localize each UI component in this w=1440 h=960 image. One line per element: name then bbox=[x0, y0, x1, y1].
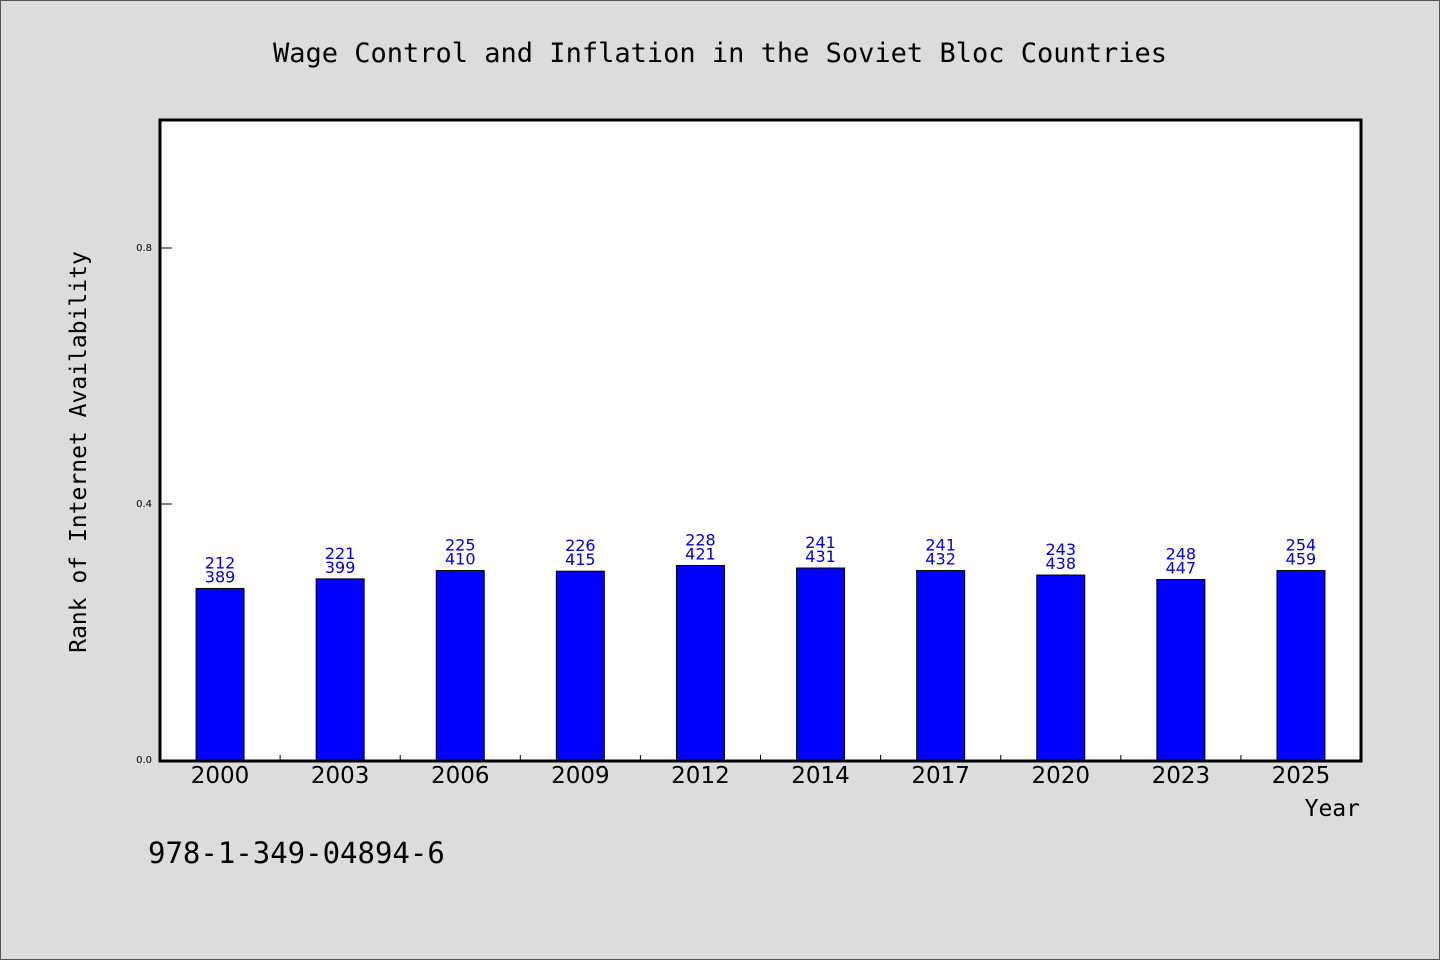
data-label-top-2020: 243 bbox=[1045, 540, 1076, 559]
x-tick-label-2025: 2025 bbox=[1272, 763, 1331, 789]
x-tick-label-2023: 2023 bbox=[1152, 763, 1211, 789]
bar-2003 bbox=[315, 578, 365, 761]
bar-2023 bbox=[1156, 579, 1206, 761]
y-tick-label-0.8: 0.8 bbox=[136, 243, 152, 254]
bar-2025 bbox=[1276, 570, 1326, 761]
data-label-top-2006: 225 bbox=[445, 536, 476, 555]
x-axis-label: Year bbox=[1305, 796, 1360, 822]
bar-2006 bbox=[435, 570, 485, 761]
data-label-bottom-2023: 447 bbox=[1166, 559, 1197, 578]
isbn-text: 978-1-349-04894-6 bbox=[148, 836, 445, 870]
x-tick-label-2014: 2014 bbox=[791, 763, 850, 789]
data-label-top-2023: 248 bbox=[1166, 545, 1197, 564]
bar-2012 bbox=[675, 564, 725, 761]
data-label-bottom-2009: 415 bbox=[565, 550, 596, 569]
y-tick-label-0.0: 0.0 bbox=[136, 755, 152, 766]
y-axis-label: Rank of Internet Availability bbox=[66, 251, 92, 653]
data-label-top-2025: 254 bbox=[1286, 536, 1317, 555]
data-label-bottom-2006: 410 bbox=[445, 550, 476, 569]
data-label-top-2014: 241 bbox=[805, 533, 836, 552]
bar-2000 bbox=[195, 587, 245, 761]
chart-title: Wage Control and Inflation in the Soviet… bbox=[273, 38, 1167, 69]
y-tick-label-0.4: 0.4 bbox=[136, 499, 152, 510]
data-label-top-2017: 241 bbox=[925, 536, 956, 555]
bar-2014 bbox=[796, 567, 846, 761]
bar-2017 bbox=[916, 570, 966, 761]
data-label-bottom-2014: 431 bbox=[805, 547, 836, 566]
plot-border bbox=[158, 118, 1363, 763]
x-tick-label-2017: 2017 bbox=[911, 763, 970, 789]
data-label-bottom-2017: 432 bbox=[925, 550, 956, 569]
x-tick-label-2003: 2003 bbox=[311, 763, 370, 789]
x-tick-label-2000: 2000 bbox=[191, 763, 250, 789]
bar-2020 bbox=[1036, 574, 1086, 761]
data-label-bottom-2003: 399 bbox=[325, 558, 356, 577]
x-tick-label-2012: 2012 bbox=[671, 763, 730, 789]
data-label-bottom-2000: 389 bbox=[205, 567, 236, 586]
data-label-bottom-2025: 459 bbox=[1286, 550, 1317, 569]
data-label-top-2003: 221 bbox=[325, 544, 356, 563]
data-label-top-2012: 228 bbox=[685, 530, 716, 549]
data-label-top-2000: 212 bbox=[205, 553, 236, 572]
x-tick-label-2006: 2006 bbox=[431, 763, 490, 789]
x-tick-label-2020: 2020 bbox=[1031, 763, 1090, 789]
x-tick-label-2009: 2009 bbox=[551, 763, 610, 789]
bar-2009 bbox=[555, 570, 605, 761]
data-label-bottom-2012: 421 bbox=[685, 544, 716, 563]
data-label-bottom-2020: 438 bbox=[1045, 554, 1076, 573]
data-label-top-2009: 226 bbox=[565, 536, 596, 555]
